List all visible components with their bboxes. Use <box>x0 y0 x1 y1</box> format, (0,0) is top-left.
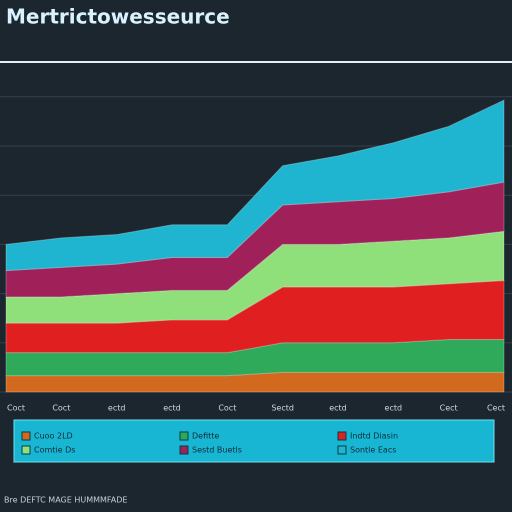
legend-swatch <box>337 431 347 441</box>
x-tick-label: ectd <box>163 404 181 413</box>
legend-swatch <box>21 431 31 441</box>
legend-label: Cuoo 2LD <box>34 432 73 441</box>
legend-swatch <box>179 445 189 455</box>
x-tick-label: ectd <box>329 404 347 413</box>
x-tick-label: Coct <box>218 404 236 413</box>
legend-swatch <box>179 431 189 441</box>
legend-label: Defitte <box>192 432 219 441</box>
area <box>5 99 505 272</box>
x-tick-label: Sectd <box>271 404 294 413</box>
x-tick-label: ectd <box>385 404 403 413</box>
legend-label: Sontle Eacs <box>350 446 396 455</box>
legend-swatch <box>21 445 31 455</box>
legend-label: Indtd Diasin <box>350 432 398 441</box>
legend-swatch <box>337 445 347 455</box>
legend-label: Comtie Ds <box>34 446 75 455</box>
x-tick-label: Cect <box>440 404 458 413</box>
x-tick-label: ectd <box>108 404 126 413</box>
chart-title: Mertrictowesseurce <box>6 5 230 29</box>
x-tick-label: Coct <box>7 404 25 413</box>
x-tick-label: Cect <box>487 404 505 413</box>
legend-label: Sestd Buetls <box>192 446 242 455</box>
legend-box <box>13 419 495 463</box>
x-tick-label: Coct <box>52 404 70 413</box>
footer: Bre DEFTC MAGE HUMMMFADE <box>4 496 127 505</box>
